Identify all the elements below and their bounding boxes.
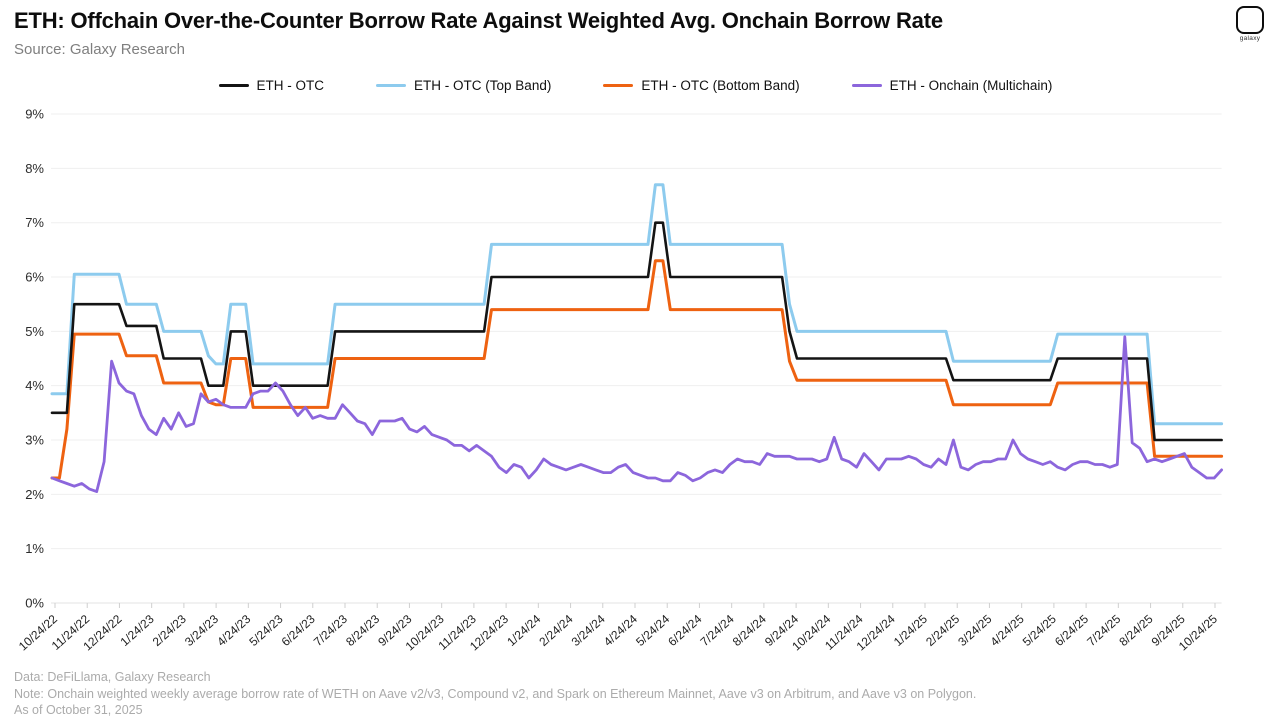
chart-legend: ETH - OTC ETH - OTC (Top Band) ETH - OTC (… bbox=[0, 78, 1271, 93]
x-tick-label: 6/24/23 bbox=[279, 612, 318, 649]
as-of-date: As of October 31, 2025 bbox=[14, 703, 143, 717]
y-tick-label: 6% bbox=[25, 270, 44, 285]
x-tick-label: 4/24/25 bbox=[988, 612, 1027, 649]
x-tick-label: 8/24/24 bbox=[730, 612, 769, 649]
x-tick-label: 4/24/23 bbox=[214, 612, 253, 649]
x-tick-label: 5/24/23 bbox=[246, 612, 285, 649]
x-tick-label: 7/24/25 bbox=[1084, 612, 1123, 649]
x-tick-label: 2/24/23 bbox=[150, 612, 189, 649]
x-tick-label: 2/24/25 bbox=[923, 612, 962, 649]
series-line-eth-otc-top-band- bbox=[50, 183, 1224, 426]
x-tick-label: 3/24/25 bbox=[955, 612, 994, 649]
legend-swatch-icon bbox=[603, 83, 634, 88]
legend-swatch-icon bbox=[218, 83, 249, 88]
x-tick-label: 1/24/23 bbox=[118, 612, 157, 649]
x-tick-label: 8/24/23 bbox=[343, 612, 382, 649]
chart-footnotes: Data: DeFiLlama, Galaxy Research Note: O… bbox=[14, 669, 976, 719]
legend-label: ETH - OTC bbox=[256, 78, 325, 93]
galaxy-logo: galaxy bbox=[1233, 6, 1267, 42]
legend-swatch-icon bbox=[376, 83, 407, 88]
series-line-eth-onchain-multichain- bbox=[50, 335, 1223, 494]
x-tick-label: 7/24/24 bbox=[698, 612, 737, 649]
x-tick-label: 5/24/25 bbox=[1020, 612, 1059, 649]
legend-label: ETH - OTC (Top Band) bbox=[414, 78, 552, 93]
y-tick-label: 9% bbox=[25, 107, 44, 122]
x-tick-label: 6/24/25 bbox=[1052, 612, 1091, 649]
x-tick-label: 3/24/24 bbox=[569, 612, 608, 649]
legend-label: ETH - OTC (Bottom Band) bbox=[641, 78, 800, 93]
x-tick-label: 5/24/24 bbox=[633, 612, 672, 649]
x-tick-label: 1/24/25 bbox=[891, 612, 930, 649]
y-tick-label: 8% bbox=[25, 161, 44, 176]
galaxy-logo-text: galaxy bbox=[1239, 35, 1261, 42]
x-tick-label: 6/24/24 bbox=[665, 612, 704, 649]
x-tick-label: 4/24/24 bbox=[601, 612, 640, 649]
galaxy-logo-icon bbox=[1236, 6, 1264, 34]
series-line-eth-otc bbox=[50, 221, 1223, 442]
legend-item-eth-otc-bottom-band-: ETH - OTC (Bottom Band) bbox=[603, 78, 800, 93]
y-tick-label: 0% bbox=[25, 596, 44, 611]
y-tick-label: 4% bbox=[25, 378, 44, 393]
data-source-note: Data: DeFiLlama, Galaxy Research bbox=[14, 670, 211, 684]
series-line-eth-otc-bottom-band- bbox=[50, 259, 1224, 480]
y-tick-label: 2% bbox=[25, 487, 44, 502]
y-tick-label: 1% bbox=[25, 541, 44, 556]
x-tick-label: 8/24/25 bbox=[1116, 612, 1155, 649]
page-title: ETH: Offchain Over-the-Counter Borrow Ra… bbox=[14, 8, 943, 33]
x-tick-label: 2/24/24 bbox=[536, 612, 575, 649]
y-tick-label: 7% bbox=[25, 215, 44, 230]
legend-swatch-icon bbox=[851, 83, 882, 88]
legend-item-eth-otc: ETH - OTC bbox=[218, 78, 325, 93]
legend-item-eth-otc-top-band-: ETH - OTC (Top Band) bbox=[376, 78, 551, 93]
methodology-note: Note: Onchain weighted weekly average bo… bbox=[14, 686, 977, 701]
x-tick-label: 3/24/23 bbox=[182, 612, 221, 649]
x-tick-label: 1/24/24 bbox=[504, 612, 543, 649]
legend-label: ETH - Onchain (Multichain) bbox=[889, 78, 1053, 93]
y-tick-label: 5% bbox=[25, 324, 44, 339]
source-label: Source: Galaxy Research bbox=[14, 41, 185, 58]
y-tick-label: 3% bbox=[25, 433, 44, 448]
legend-item-eth-onchain-multichain-: ETH - Onchain (Multichain) bbox=[851, 78, 1053, 93]
x-tick-label: 7/24/23 bbox=[311, 612, 350, 649]
